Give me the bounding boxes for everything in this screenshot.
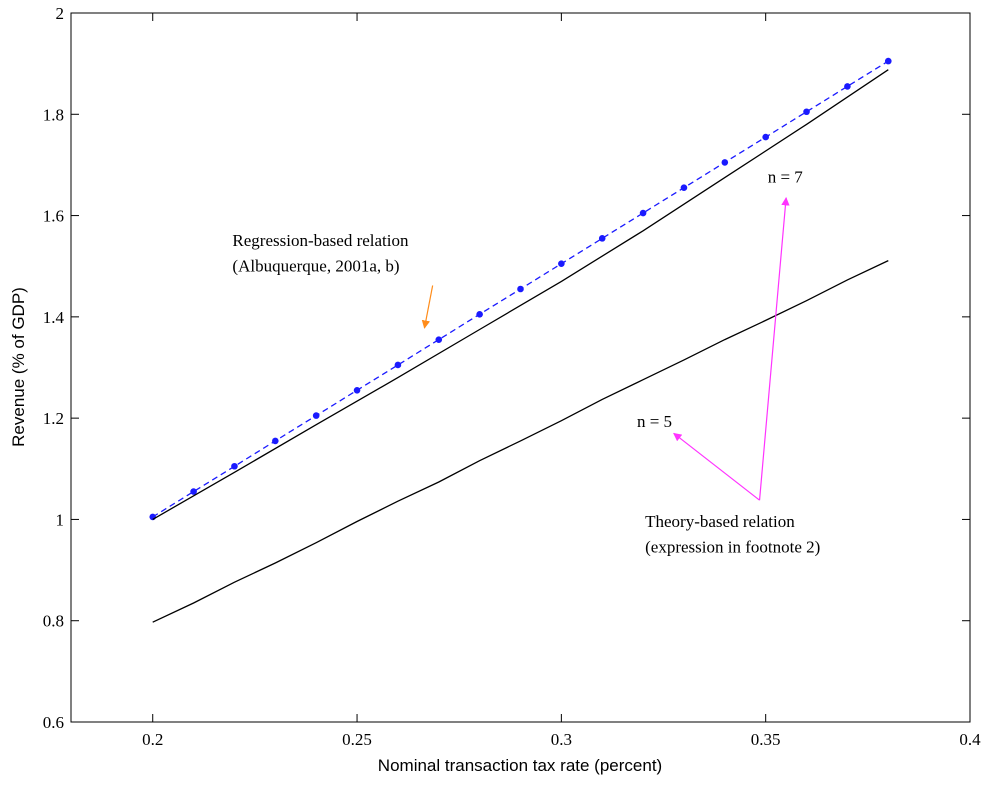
annotation-arrow <box>424 285 432 328</box>
x-tick-label: 0.4 <box>959 730 981 749</box>
series-point <box>395 362 402 369</box>
y-tick-label: 1 <box>56 510 65 529</box>
series-point <box>599 235 606 242</box>
series-point <box>231 463 238 470</box>
x-axis-label: Nominal transaction tax rate (percent) <box>378 756 662 775</box>
plot-frame <box>71 13 970 722</box>
x-tick-label: 0.25 <box>342 730 372 749</box>
annotation-text: n = 5 <box>637 412 672 431</box>
annotation-text: (Albuquerque, 2001a, b) <box>232 256 399 275</box>
annotation-text: (expression in footnote 2) <box>645 537 820 556</box>
series-line-2 <box>153 261 889 623</box>
x-tick-label: 0.3 <box>551 730 572 749</box>
series-point <box>313 412 320 419</box>
series-point <box>435 336 442 343</box>
series-point <box>517 286 524 293</box>
series-point <box>885 58 892 65</box>
y-tick-label: 2 <box>56 4 65 23</box>
series-point <box>722 159 729 166</box>
annotation-text: Theory-based relation <box>645 512 795 531</box>
series-point <box>803 108 810 115</box>
annotations-group: Regression-based relation (Albuquerque, 2… <box>232 168 820 557</box>
annotation-text: Regression-based relation <box>232 231 409 250</box>
annotation-text: n = 7 <box>768 168 804 187</box>
y-tick-label: 1.4 <box>43 308 65 327</box>
y-tick-label: 1.2 <box>43 409 64 428</box>
x-tick-label: 0.35 <box>751 730 781 749</box>
annotation-arrow <box>760 198 787 500</box>
series-point <box>844 83 851 90</box>
series-point <box>272 438 279 445</box>
annotation-arrow <box>674 433 760 500</box>
axis-ticks: 0.2 0.25 0.3 0.35 0.4 0.6 0.8 1 1.2 1.4 1.6 1.8 2 <box>43 4 981 749</box>
y-tick-label: 0.8 <box>43 612 64 631</box>
series-point <box>354 387 361 394</box>
y-axis-label: Revenue (% of GDP) <box>9 287 28 447</box>
y-tick-label: 1.8 <box>43 105 64 124</box>
series-point <box>762 134 769 141</box>
x-tick-label: 0.2 <box>142 730 163 749</box>
series-point <box>476 311 483 318</box>
series-point <box>640 210 647 217</box>
series-point <box>558 260 565 267</box>
series-point <box>681 184 688 191</box>
y-tick-label: 1.6 <box>43 207 64 226</box>
y-tick-label: 0.6 <box>43 713 64 732</box>
